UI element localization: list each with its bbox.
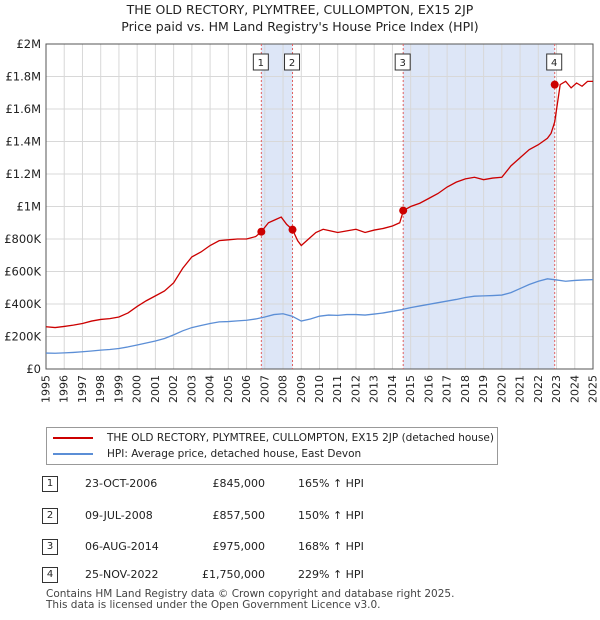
sale-marker-label: 3	[400, 58, 406, 69]
sale-marker-label: 2	[289, 58, 295, 69]
legend-item-property: THE OLD RECTORY, PLYMTREE, CULLOMPTON, E…	[53, 430, 494, 446]
x-tick-label: 1996	[58, 375, 71, 403]
sale-point	[257, 227, 266, 236]
x-tick-label: 2018	[459, 375, 472, 403]
y-tick-label: £1M	[16, 200, 41, 214]
x-tick-label: 2011	[331, 375, 344, 403]
x-tick-label: 2007	[258, 375, 271, 403]
property-series-line	[45, 80, 593, 329]
y-tick-label: £600K	[4, 265, 41, 279]
sale-marker-box	[252, 53, 269, 71]
x-tick-label: 1995	[40, 375, 53, 403]
x-tick-label: 2024	[568, 375, 581, 403]
sale-point	[550, 80, 559, 89]
chart-subtitle: Price paid vs. HM Land Registry's House …	[121, 19, 479, 34]
sale-date: 25-NOV-2022	[85, 568, 159, 581]
x-tick-label: 2014	[386, 375, 399, 403]
y-tick-label: £0	[26, 362, 41, 376]
x-tick-label: 2009	[295, 375, 308, 403]
x-tick-label: 2017	[441, 375, 454, 403]
footer-copyright: Contains HM Land Registry data © Crown c…	[46, 588, 455, 600]
x-tick-label: 2003	[185, 375, 198, 403]
y-tick-label: £1.8M	[5, 70, 41, 84]
x-tick-label: 2021	[514, 375, 527, 403]
sale-hpi-change: 165% ↑ HPI	[298, 477, 364, 490]
y-tick-label: £1.4M	[5, 135, 41, 149]
sale-date: 09-JUL-2008	[85, 509, 153, 522]
legend-label-hpi: HPI: Average price, detached house, East…	[107, 448, 362, 460]
sale-point	[288, 225, 297, 234]
x-tick-label: 2002	[167, 375, 180, 403]
sale-row: 1 23-OCT-2006 £845,000 165% ↑ HPI	[0, 476, 600, 496]
x-tick-label: 2004	[204, 375, 217, 403]
y-tick-label: £1.6M	[5, 102, 41, 116]
y-tick-label: £200K	[4, 330, 41, 344]
chart-title: THE OLD RECTORY, PLYMTREE, CULLOMPTON, E…	[126, 2, 474, 17]
x-tick-label: 2019	[477, 375, 490, 403]
sale-marker-label: 1	[258, 58, 264, 69]
x-tick-label: 2023	[550, 375, 563, 403]
footer: Contains HM Land Registry data © Crown c…	[46, 589, 454, 611]
sale-date: 06-AUG-2014	[85, 540, 159, 553]
x-tick-label: 2008	[277, 375, 290, 403]
y-tick-label: £800K	[4, 232, 41, 246]
legend: THE OLD RECTORY, PLYMTREE, CULLOMPTON, E…	[46, 427, 498, 465]
x-tick-label: 2001	[149, 375, 162, 403]
sale-row: 3 06-AUG-2014 £975,000 168% ↑ HPI	[0, 539, 600, 559]
y-tick-label: £1.2M	[5, 167, 41, 181]
sale-marker-box	[394, 53, 411, 71]
x-tick-label: 2000	[131, 375, 144, 403]
y-tick-label: £2M	[16, 37, 41, 51]
x-tick-label: 2010	[313, 375, 326, 403]
sale-marker-label: 4	[551, 58, 557, 69]
hpi-series-line	[45, 278, 594, 354]
sale-hpi-change: 150% ↑ HPI	[298, 509, 364, 522]
x-tick-label: 1998	[94, 375, 107, 403]
x-tick-label: 2016	[422, 375, 435, 403]
legend-swatch-blue	[53, 453, 93, 455]
legend-label-property: THE OLD RECTORY, PLYMTREE, CULLOMPTON, E…	[107, 432, 494, 444]
sale-hpi-change: 168% ↑ HPI	[298, 540, 364, 553]
x-tick-label: 2015	[404, 375, 417, 403]
sale-marker-box	[284, 53, 301, 71]
legend-item-hpi: HPI: Average price, detached house, East…	[53, 446, 361, 462]
sale-price: £1,750,000	[202, 568, 265, 581]
y-tick-label: £400K	[4, 297, 41, 311]
x-tick-label: 2005	[222, 375, 235, 403]
plot-frame	[45, 43, 594, 370]
x-tick-label: 2013	[368, 375, 381, 403]
footer-licence: This data is licensed under the Open Gov…	[46, 599, 381, 611]
sale-number-badge: 1	[42, 476, 58, 492]
x-tick-label: 1997	[76, 375, 89, 403]
sale-number-badge: 2	[42, 508, 58, 524]
sale-price: £975,000	[212, 540, 266, 553]
sale-date: 23-OCT-2006	[85, 477, 158, 490]
x-tick-label: 2012	[349, 375, 362, 403]
sale-number-badge: 3	[42, 539, 58, 555]
price-chart: £0 £200K £400K £600K £800K £1M £1.2M £1.4M £1.6M…	[4, 37, 600, 403]
sale-marker-box	[546, 53, 563, 71]
x-tick-label: 2020	[495, 375, 508, 403]
sale-point	[399, 206, 408, 215]
sale-row: 4 25-NOV-2022 £1,750,000 229% ↑ HPI	[0, 567, 600, 587]
sale-number-badge: 4	[42, 567, 58, 583]
sale-price: £845,000	[212, 477, 266, 490]
x-tick-label: 1999	[112, 375, 125, 403]
sale-row: 2 09-JUL-2008 £857,500 150% ↑ HPI	[0, 508, 600, 528]
sale-hpi-change: 229% ↑ HPI	[298, 568, 364, 581]
x-tick-label: 2006	[240, 375, 253, 403]
x-tick-label: 2022	[532, 375, 545, 403]
x-tick-label: 2025	[587, 375, 600, 403]
sale-price: £857,500	[212, 509, 266, 522]
legend-swatch-red	[53, 437, 93, 439]
